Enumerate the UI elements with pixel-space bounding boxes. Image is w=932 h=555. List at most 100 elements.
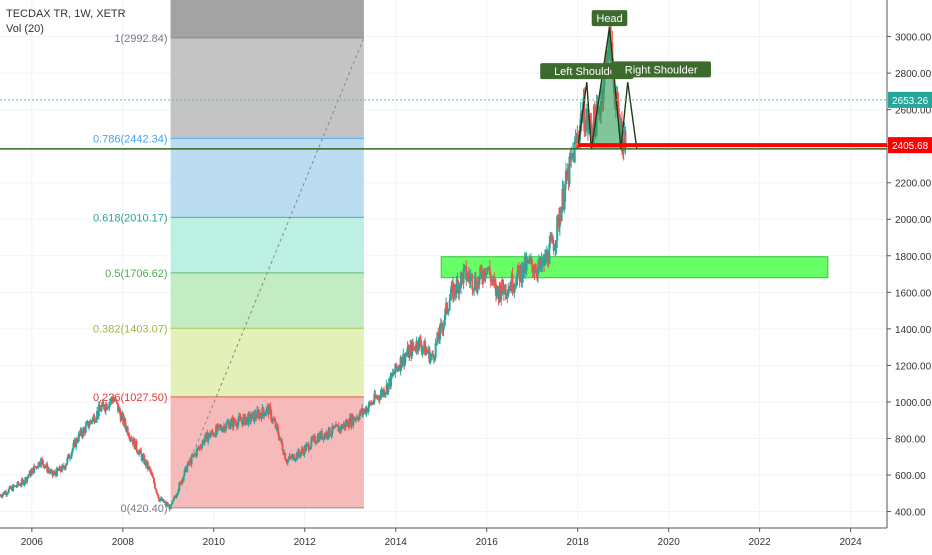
candle-body	[27, 475, 30, 477]
candle-body	[476, 280, 479, 293]
candle-body	[500, 294, 503, 301]
candle-body	[348, 426, 351, 428]
candle-body	[5, 491, 8, 495]
candle-body	[352, 416, 355, 426]
candle-body	[590, 123, 593, 133]
pattern-label: Right Shoulder	[611, 61, 711, 78]
candle-body	[573, 141, 576, 163]
fib-band	[170, 328, 364, 397]
candle-body	[358, 414, 361, 420]
candle-body	[556, 216, 559, 241]
candle-body	[284, 452, 287, 460]
x-tick-label: 2022	[749, 537, 772, 548]
candle-body	[425, 350, 428, 352]
candle-body	[21, 479, 24, 481]
volume-label: Vol (20)	[6, 23, 44, 35]
candle-body	[15, 486, 18, 488]
candle-body	[443, 319, 446, 325]
candle-body	[294, 459, 297, 461]
fib-level-label: 1(2992.84)	[114, 33, 167, 45]
fib-top-band	[170, 0, 364, 38]
pattern-label: Left Shoulder	[540, 63, 634, 80]
candle-body	[444, 309, 447, 320]
candle-body	[107, 407, 110, 409]
candle-body	[465, 265, 468, 281]
candle-body	[64, 465, 67, 469]
candle-body	[560, 207, 563, 222]
price-badge-cyan	[888, 91, 932, 108]
candle-body	[362, 411, 365, 414]
candle-body	[85, 422, 88, 425]
candle-body	[531, 265, 534, 274]
candle-body	[228, 422, 231, 429]
candle-body	[89, 420, 92, 425]
candle-body	[103, 404, 106, 410]
candle-body	[55, 468, 58, 477]
candle-body	[474, 276, 477, 289]
candle-body	[463, 265, 466, 269]
candle-body	[528, 258, 531, 263]
candle-body	[437, 332, 440, 340]
candle-body	[395, 363, 398, 369]
fib-level-label: 0.382(1403.07)	[93, 323, 168, 335]
fib-trend-line	[170, 37, 365, 509]
candle-body	[466, 278, 469, 281]
candle-body	[425, 350, 428, 356]
candle-body	[447, 310, 450, 312]
candle-body	[289, 455, 292, 458]
candle-body	[159, 499, 162, 502]
candle-body	[548, 243, 551, 265]
candle-body	[204, 433, 207, 439]
candle-body	[220, 426, 223, 430]
candle-body	[551, 236, 554, 244]
candle-body	[128, 436, 131, 439]
candle-body	[472, 289, 475, 291]
candle-body	[224, 427, 227, 432]
candle-body	[41, 459, 44, 465]
candle-body	[215, 426, 218, 437]
price-badge-red	[888, 137, 932, 154]
candle-body	[314, 442, 317, 444]
candle-body	[473, 288, 476, 291]
candle-body	[277, 427, 280, 435]
candle-body	[70, 451, 73, 457]
candle-body	[222, 428, 225, 432]
candle-body	[353, 416, 356, 421]
y-tick-label: 1600.00	[895, 288, 932, 299]
candle-body	[413, 346, 416, 350]
candle-body	[39, 465, 42, 467]
candle-body	[272, 418, 275, 421]
candle-body	[183, 469, 186, 476]
candle-body	[478, 276, 481, 285]
candle-body	[14, 485, 17, 487]
candle-body	[124, 418, 127, 426]
candle-body	[26, 477, 29, 482]
x-tick-label: 2016	[476, 537, 499, 548]
candle-body	[71, 448, 74, 452]
candle-body	[38, 462, 41, 466]
y-tick-label: 2800.00	[895, 69, 932, 80]
candle-body	[592, 105, 595, 138]
candle-body	[80, 429, 83, 436]
candle-body	[166, 503, 169, 507]
candle-body	[384, 391, 387, 394]
candle-body	[20, 479, 23, 485]
pattern-label-text: Left Shoulder	[554, 66, 620, 78]
candle-body	[229, 425, 232, 429]
candle-body	[23, 482, 26, 485]
candle-body	[172, 499, 175, 502]
candle-body	[237, 416, 240, 422]
candle-body	[424, 341, 427, 356]
candle-body	[562, 188, 565, 209]
candle-body	[154, 488, 157, 490]
candle-body	[94, 421, 97, 423]
candle-body	[433, 357, 436, 360]
price-badge-red-text: 2405.68	[892, 141, 929, 152]
candle-body	[235, 422, 238, 426]
candle-body	[190, 455, 193, 465]
candle-body	[408, 348, 411, 358]
candle-body	[383, 389, 386, 396]
candle-body	[292, 454, 295, 461]
